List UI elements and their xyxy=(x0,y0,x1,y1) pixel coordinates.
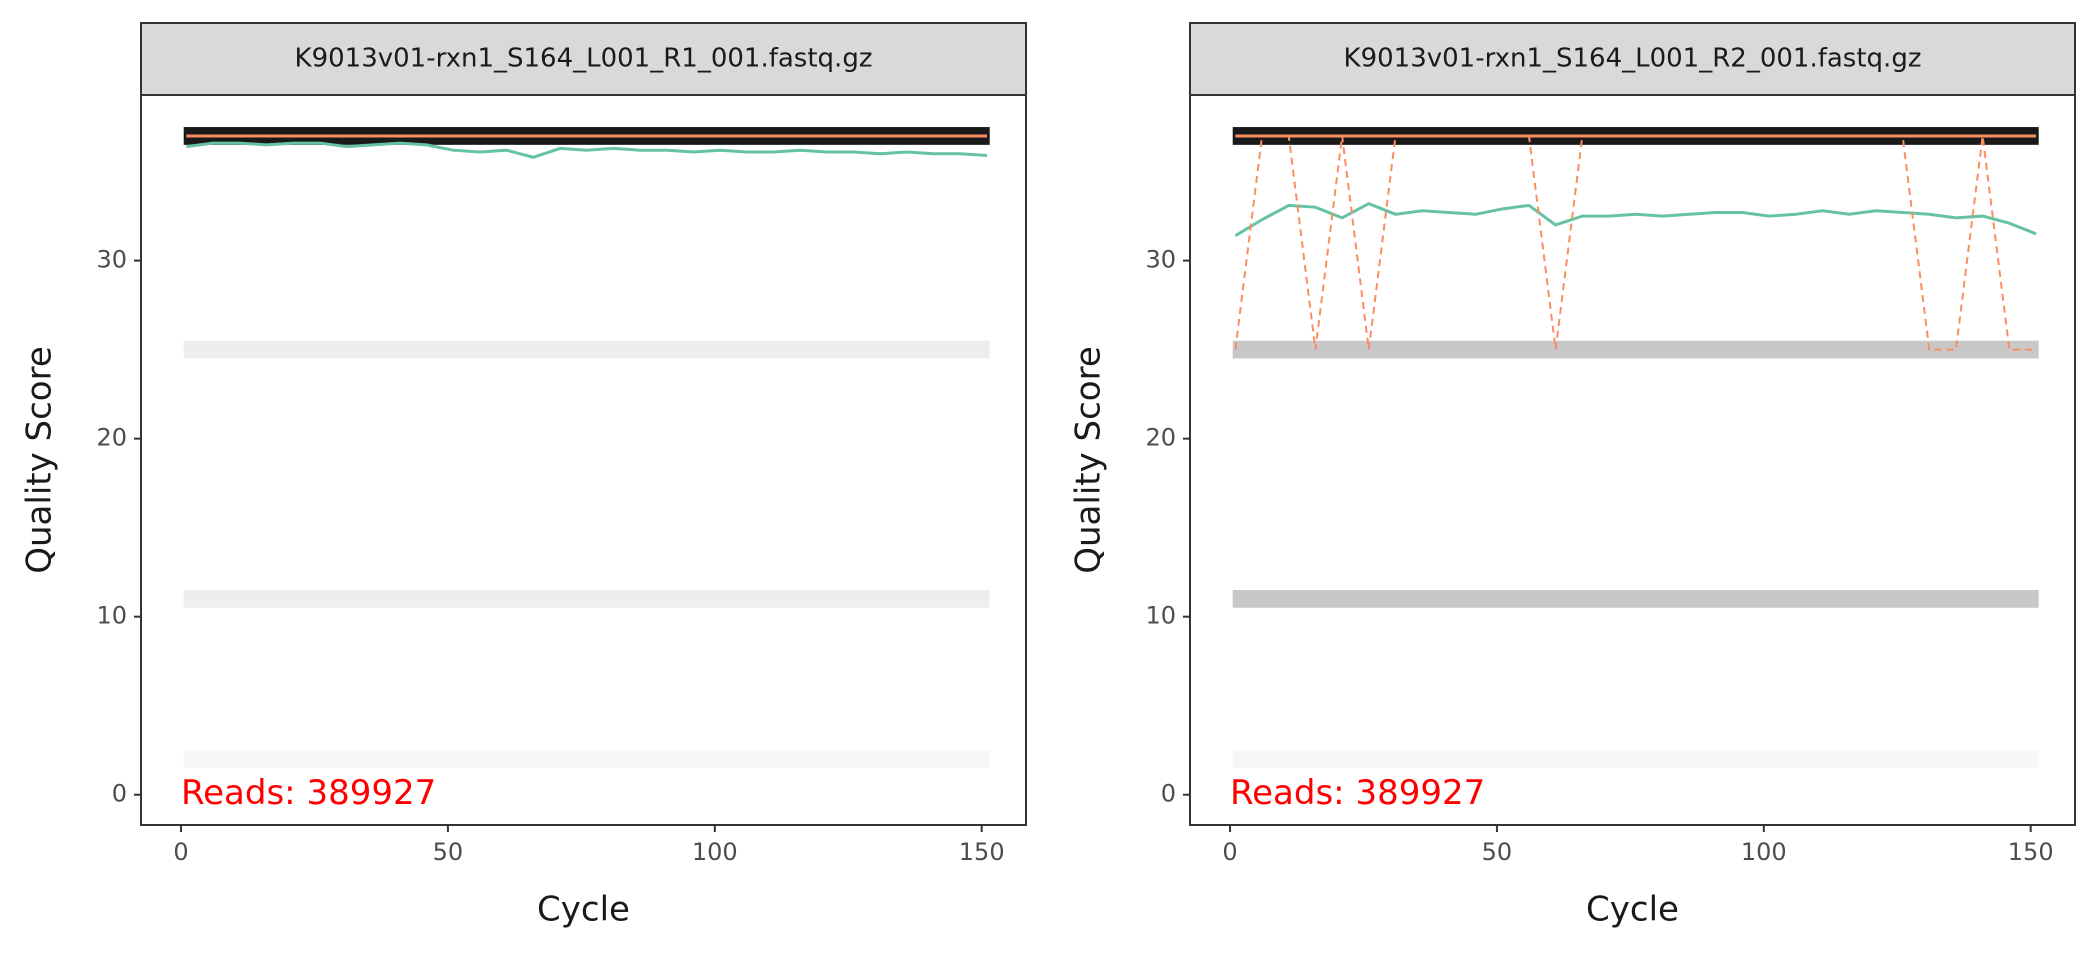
x-axis-title: Cycle xyxy=(1586,890,1679,930)
series-line xyxy=(1234,134,2037,351)
reads-annotation: Reads: 389927 xyxy=(1230,773,1485,813)
y-tick-label: 30 xyxy=(96,246,127,274)
series-line xyxy=(186,141,988,159)
y-tick-label: 20 xyxy=(1145,424,1176,452)
y-tick-label: 0 xyxy=(1161,780,1176,808)
heatmap-band xyxy=(183,340,990,359)
x-axis-title: Cycle xyxy=(537,890,630,930)
x-tick-label: 0 xyxy=(173,838,188,866)
x-tick-label: 50 xyxy=(1482,838,1513,866)
y-tick-label: 20 xyxy=(96,424,127,452)
y-axis-title: Quality Score xyxy=(1069,346,1109,574)
x-tick-label: 0 xyxy=(1222,838,1237,866)
x-tick-label: 100 xyxy=(692,838,738,866)
heatmap-band xyxy=(183,750,990,769)
y-tick-label: 10 xyxy=(96,602,127,630)
x-tick-label: 150 xyxy=(959,838,1005,866)
x-tick-label: 50 xyxy=(433,838,464,866)
facet-strip xyxy=(1189,22,2076,96)
heatmap-band xyxy=(1232,340,2039,359)
facet-title: K9013v01-rxn1_S164_L001_R2_001.fastq.gz xyxy=(1344,44,1922,74)
series-line xyxy=(1234,201,2037,237)
heatmap-band xyxy=(1232,750,2039,769)
heatmap-band xyxy=(1232,589,2039,608)
x-tick-label: 150 xyxy=(2008,838,2054,866)
x-tick-label: 100 xyxy=(1741,838,1787,866)
heatmap-band xyxy=(183,589,990,608)
y-tick-label: 30 xyxy=(1145,246,1176,274)
y-axis-title: Quality Score xyxy=(20,346,60,574)
y-tick-label: 10 xyxy=(1145,602,1176,630)
reads-annotation: Reads: 389927 xyxy=(181,773,436,813)
facet-strip xyxy=(140,22,1027,96)
panel-background xyxy=(1190,95,2075,825)
panel-background xyxy=(141,95,1026,825)
facet-title: K9013v01-rxn1_S164_L001_R1_001.fastq.gz xyxy=(295,44,873,74)
y-tick-label: 0 xyxy=(112,780,127,808)
